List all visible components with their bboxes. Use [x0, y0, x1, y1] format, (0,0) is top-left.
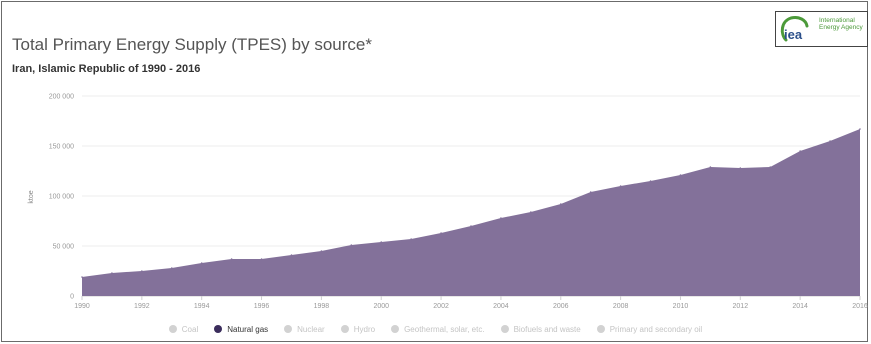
data-point	[530, 211, 532, 213]
x-tick-label: 1998	[314, 303, 330, 310]
data-point	[799, 150, 801, 152]
legend-label: Geothermal, solar, etc.	[404, 324, 485, 334]
x-tick-label: 2002	[433, 303, 449, 310]
x-tick-label: 2008	[613, 303, 629, 310]
y-tick-label: 0	[70, 294, 74, 301]
data-point	[859, 128, 861, 130]
data-point	[709, 166, 712, 168]
iea-logo-mark: iea	[780, 16, 809, 42]
legend-item[interactable]: Nuclear	[284, 325, 325, 334]
x-tick-label: 2004	[493, 303, 509, 310]
chart-subtitle: Iran, Islamic Republic of 1990 - 2016	[12, 63, 201, 75]
y-tick-label: 100 000	[49, 194, 74, 201]
x-tick-label: 1996	[254, 303, 270, 310]
data-point	[769, 166, 772, 168]
logo-mark-text: iea	[784, 27, 803, 42]
legend-label: Hydro	[353, 324, 376, 334]
data-point	[440, 232, 442, 234]
data-point	[111, 272, 113, 274]
chart-title: Total Primary Energy Supply (TPES) by so…	[12, 35, 372, 54]
legend-label: Biofuels and waste	[513, 324, 581, 334]
y-axis-label: ktoe	[28, 190, 35, 203]
x-tick-label: 2000	[373, 303, 389, 310]
x-tick-label: 2016	[852, 303, 868, 310]
logo-text: International Energy Agency	[819, 17, 863, 31]
legend-label: Nuclear	[297, 324, 325, 334]
data-point	[380, 241, 383, 243]
data-point	[739, 167, 742, 169]
data-point	[500, 217, 502, 219]
area-series-natural-gas[interactable]	[82, 129, 860, 296]
legend-label: Coal	[181, 324, 199, 334]
legend-dot	[214, 325, 223, 333]
legend-dot	[284, 325, 293, 333]
y-tick-label: 150 000	[49, 144, 74, 151]
legend-dot	[596, 325, 605, 333]
data-point	[320, 250, 323, 252]
legend: Coal Natural gas Nuclear Hydro Geothermal, s…	[0, 322, 871, 336]
data-point	[230, 258, 233, 260]
data-point	[470, 225, 472, 227]
data-point	[619, 185, 622, 187]
legend-item[interactable]: Coal	[168, 324, 199, 334]
area-series	[81, 128, 861, 296]
legend-dot	[340, 325, 349, 333]
legend-dot	[391, 325, 400, 333]
y-tick-label: 50 000	[53, 244, 75, 251]
data-point	[350, 244, 353, 246]
legend-item[interactable]: Geothermal, solar, etc.	[391, 324, 485, 334]
data-point	[649, 180, 652, 182]
data-point	[260, 258, 263, 260]
legend-item[interactable]: Biofuels and waste	[500, 324, 581, 334]
x-tick-label: 1992	[134, 303, 150, 310]
y-axis-ticks: 0 50 000 100 000 150 000 200 000	[49, 94, 74, 301]
data-point	[589, 191, 592, 193]
x-axis-ticks: 1990 1992 1994 1996 1998 2000 2002 2004 2006 2008…	[74, 296, 868, 310]
legend-item[interactable]: Primary and secondary oil	[596, 324, 703, 334]
data-point	[410, 238, 412, 240]
data-point	[170, 267, 173, 269]
legend-dot	[500, 325, 509, 333]
legend-item[interactable]: Natural gas	[214, 325, 268, 334]
data-point	[829, 140, 831, 142]
data-point	[81, 276, 83, 278]
x-tick-label: 2014	[792, 303, 808, 310]
y-tick-label: 200 000	[49, 94, 74, 101]
data-point	[141, 270, 143, 272]
x-tick-label: 2010	[673, 303, 689, 310]
data-point	[679, 174, 682, 176]
data-point	[200, 262, 203, 264]
legend-label: Primary and secondary oil	[609, 324, 703, 334]
iea-logo[interactable]: iea International Energy Agency	[775, 11, 868, 47]
data-point	[559, 203, 562, 205]
data-point	[290, 254, 293, 256]
legend-label: Natural gas	[227, 324, 269, 334]
x-tick-label: 2012	[733, 303, 749, 310]
legend-dot	[168, 325, 177, 333]
legend-item[interactable]: Hydro	[340, 324, 376, 334]
x-tick-label: 1990	[74, 303, 90, 310]
x-tick-label: 1994	[194, 303, 210, 310]
x-tick-label: 2006	[553, 303, 569, 310]
